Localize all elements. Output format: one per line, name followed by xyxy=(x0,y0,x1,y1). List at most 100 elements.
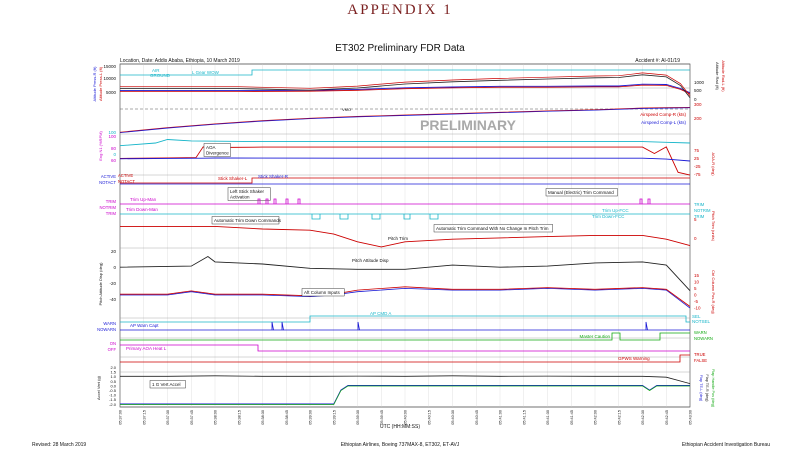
trim-fcc-pulse xyxy=(429,214,439,220)
master-nowarn-label: NOWARN xyxy=(694,336,713,341)
radio-alt-line xyxy=(120,74,691,99)
trim-man-pulse xyxy=(265,198,269,204)
pitch-left-tick: -40 xyxy=(109,297,116,302)
column-l-line xyxy=(120,287,691,309)
x-tick-label: 05:43:00 xyxy=(689,410,693,425)
appendix-heading: APPENDIX 1 xyxy=(347,2,453,18)
false-label: FALSE xyxy=(694,358,707,363)
x-tick-label: 05:41:00 xyxy=(499,410,503,425)
pitch-attitude-line xyxy=(119,255,691,292)
x-tick-label: 05:37:45 xyxy=(190,410,194,425)
column-right-tick: -5 xyxy=(694,299,698,304)
master-caution-trace xyxy=(120,332,690,341)
trim-fcc-pulse xyxy=(403,214,411,220)
airspeed-l-label: Airspeed Comp-L (kts) xyxy=(641,120,686,125)
sel-label: SEL xyxy=(692,314,701,319)
air-state-label: AIR xyxy=(152,68,160,73)
trim-man-pulse xyxy=(273,198,277,204)
on-label: ON xyxy=(110,341,116,346)
airspeed-r-line xyxy=(119,106,691,133)
column-right-tick: 15 xyxy=(694,273,700,278)
accel-axis-label: Accel Vert (g) xyxy=(96,375,101,400)
x-tick-label: 05:40:45 xyxy=(475,410,479,425)
trim-fcc-pulse xyxy=(339,214,349,220)
aoa-right-tick: 25 xyxy=(694,156,700,161)
column-r-line xyxy=(120,286,691,307)
trim-man-pulse xyxy=(257,198,261,204)
x-tick-label: 05:42:00 xyxy=(594,410,598,425)
alt-rad-axis-label: Altitude Rad (ft) xyxy=(715,62,720,90)
flap-handle-line xyxy=(120,385,690,405)
trim-left-state: TRIM xyxy=(106,199,117,204)
alt-left-tick: 10000 xyxy=(103,76,116,81)
warn-label: WARN xyxy=(103,321,116,326)
x-tick-label: 05:40:30 xyxy=(451,410,455,425)
vmo-label: VMO xyxy=(342,107,351,112)
airspeed-l-line xyxy=(119,107,691,134)
x-tick-label: 05:39:00 xyxy=(309,410,313,425)
aft-column-annotation-box xyxy=(301,288,345,297)
ap-cmd-a-trace xyxy=(120,315,690,323)
column-axis-label: Ctrl Column Pos-R (deg) xyxy=(711,270,716,314)
accel-left-tick: -2.0 xyxy=(109,402,117,407)
auto-trim-no-change-annotation-box xyxy=(433,224,553,233)
trim-right-state: TRIM xyxy=(694,214,705,219)
gpws-trace xyxy=(120,354,690,363)
aoa-heat-trace xyxy=(120,344,690,352)
notact-label: NOTACT xyxy=(99,180,116,185)
trim-up-man-label: Trim Up-Man xyxy=(130,197,157,202)
off-label: OFF xyxy=(108,347,117,352)
master-caution-label: Master Caution xyxy=(579,334,610,339)
trim-man-pulse xyxy=(647,198,651,204)
chart-title: ET302 Preliminary FDR Data xyxy=(335,43,465,54)
active-red-label: ACTIVE xyxy=(118,173,133,178)
accel-left-tick: 0.0 xyxy=(110,383,116,388)
airspeed-r-label: Airspeed Comp-R (kts) xyxy=(640,112,686,117)
trim-right-tick: 5 xyxy=(694,217,697,222)
alt-press-r-axis-label: Altitude Press-R (ft) xyxy=(92,66,97,102)
n1-axis-label: Eng N1 (%RPM) xyxy=(98,131,103,161)
flap-axis-label: Flap Handle Pos (deg) xyxy=(711,369,715,408)
accel-left-tick: -0.5 xyxy=(109,388,117,393)
n1-line xyxy=(119,139,691,147)
alt-left-tick: 5000 xyxy=(106,90,117,95)
pitch-left-tick: 20 xyxy=(111,249,117,254)
gear-wow-label: L Gear WOW xyxy=(192,70,220,75)
accident-number: Accident #: AI-01/19 xyxy=(635,58,680,64)
trim-left-state: NOTRIM xyxy=(99,205,116,210)
ap-warn-pulse xyxy=(357,321,360,331)
alt-right-tick: 1000 xyxy=(694,80,705,85)
stick-shaker-r-label: Stick Shaker-R xyxy=(258,174,289,179)
speed-right-tick: 300 xyxy=(694,102,702,107)
x-tick-label: 05:39:45 xyxy=(380,410,384,425)
trim-fcc-pulse xyxy=(371,214,381,220)
aft-column-annotation: Aft Column Inputs xyxy=(304,290,341,295)
stick-shaker-l-trace xyxy=(120,177,690,184)
location-label: Location, Date: Addis Ababa, Ethiopia, 1… xyxy=(120,58,240,64)
flap-axis-label: Flap TE-L (deg) xyxy=(699,375,703,402)
x-tick-label: 05:42:45 xyxy=(665,410,669,425)
column-right-tick: 10 xyxy=(694,280,700,285)
notsel-label: NOTSEL xyxy=(692,319,711,324)
trim-up-fcc-label: Trim Up-FCC xyxy=(602,208,629,213)
trim-right-state: TRIM xyxy=(694,202,705,207)
aoa-right-line xyxy=(119,157,691,162)
stick-shaker-l-label: Stick Shaker-L xyxy=(218,176,248,181)
aoa-left-line xyxy=(119,146,691,176)
x-tick-label: 05:38:00 xyxy=(214,410,218,425)
pitch-left-tick: -20 xyxy=(109,281,116,286)
footer-center: Ethiopian Airlines, Boeing 737MAX-8, ET3… xyxy=(341,442,460,448)
accel-left-tick: 1.5 xyxy=(110,370,116,375)
aoa-axis-label: AOA-R (deg) xyxy=(711,152,716,176)
press-alt-l-line xyxy=(120,84,691,95)
trim-down-fcc-label: Trim Down-FCC xyxy=(592,214,625,219)
aoa-right-tick: -75 xyxy=(694,172,701,177)
trim-right-tick: 0 xyxy=(694,236,697,241)
auto-trim-down-annotation: Automatic Trim Down Commands xyxy=(214,218,282,223)
aoa-divergence-annotation: AOA Divergence xyxy=(206,145,229,156)
x-tick-label: 05:39:30 xyxy=(356,410,360,425)
notact-red-label: NOTACT xyxy=(118,179,135,184)
speed-right-tick: 200 xyxy=(694,116,702,121)
ap-cmd-a-label: AP CMD A xyxy=(370,311,391,316)
pitch-trim-line xyxy=(120,225,691,248)
